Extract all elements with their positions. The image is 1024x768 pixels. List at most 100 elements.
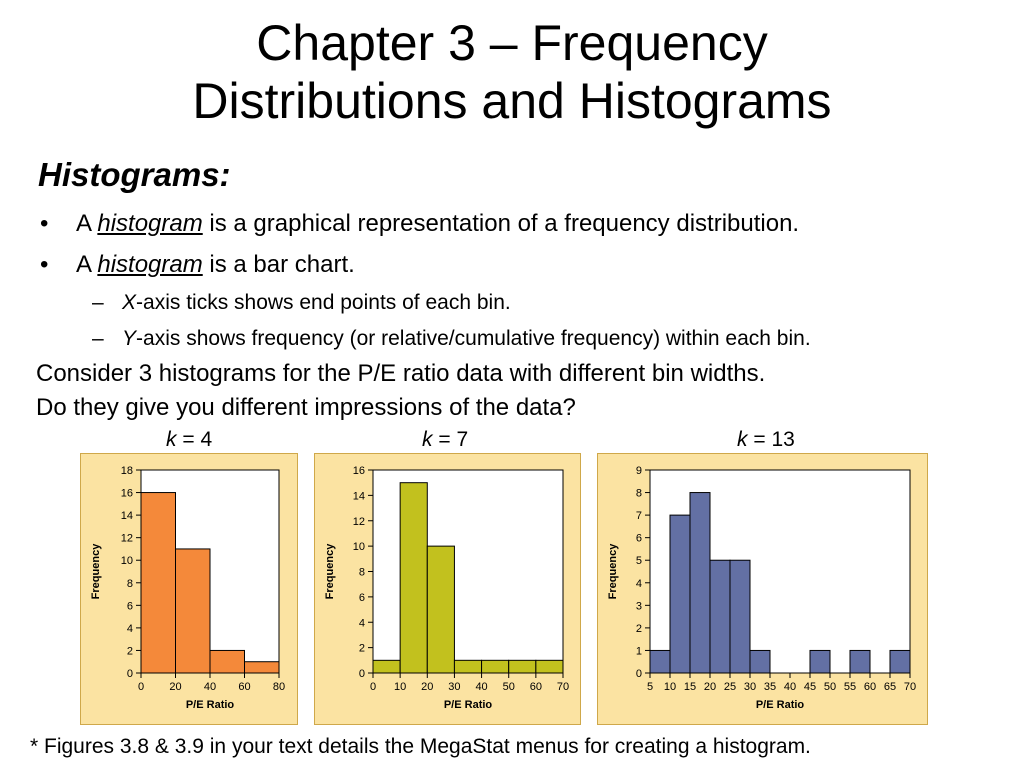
y-axis-label: Frequency: [324, 543, 336, 600]
x-tick-label: 35: [764, 681, 776, 693]
y-tick-label: 6: [127, 600, 133, 612]
title-line-2: Distributions and Histograms: [192, 73, 832, 129]
y-tick-label: 4: [636, 578, 642, 590]
subbullet-axis: Y: [122, 327, 137, 350]
histogram-bar: [709, 559, 731, 674]
footnote: * Figures 3.8 & 3.9 in your text details…: [30, 735, 811, 758]
histogram-bar: [372, 659, 401, 674]
x-tick-label: 10: [394, 681, 406, 693]
histogram-panel-k4: 0 2 4 6 8 10 12 14 16 18 0 20 40 60 80 P/E Ratio Frequen…: [80, 453, 298, 725]
y-tick-label: 10: [353, 541, 365, 553]
histogram-bar: [649, 649, 671, 674]
subbullet-text: -axis ticks shows end points of each bin…: [136, 291, 511, 314]
histogram-k7: 0 2 4 6 8 10 12 14 16 0 10 20 30 40 50 60 70 P/E Ratio Fre…: [324, 465, 569, 711]
bullet-term: histogram: [97, 210, 203, 237]
bullet-post: is a bar chart.: [202, 251, 355, 278]
chart-label-k13: k = 13: [737, 428, 795, 452]
y-tick-label: 8: [127, 578, 133, 590]
x-tick-label: 0: [370, 681, 376, 693]
y-tick-label: 16: [353, 465, 365, 477]
x-tick-label: 40: [475, 681, 487, 693]
y-tick-label: 0: [359, 668, 365, 680]
y-tick-label: 14: [121, 510, 133, 522]
histogram-bar: [669, 514, 691, 674]
x-tick-label: 65: [884, 681, 896, 693]
y-tick-label: 0: [636, 668, 642, 680]
title-line-1: Chapter 3 – Frequency: [256, 15, 768, 71]
y-tick-label: 2: [636, 623, 642, 635]
y-tick-label: 12: [121, 533, 133, 545]
x-tick-label: 40: [784, 681, 796, 693]
histogram-bar: [809, 649, 831, 674]
x-tick-label: 10: [664, 681, 676, 693]
y-tick-label: 10: [121, 555, 133, 567]
y-tick-label: 3: [636, 600, 642, 612]
chart-label-var: k: [422, 428, 433, 451]
y-tick-label: 1: [636, 645, 642, 657]
subbullet-axis: X: [122, 291, 137, 314]
chart-label-k7: k = 7: [422, 428, 468, 452]
y-tick-label: 8: [636, 488, 642, 500]
subbullet-text: -axis shows frequency (or relative/cumul…: [136, 327, 811, 350]
y-tick-label: 6: [359, 592, 365, 604]
x-tick-label: 60: [238, 681, 250, 693]
y-tick-label: 16: [121, 488, 133, 500]
bullet-2: • A histogram is a bar chart.: [40, 251, 355, 279]
x-axis-label: P/E Ratio: [186, 699, 235, 711]
chart-label-value: = 4: [182, 428, 213, 451]
y-tick-label: 12: [353, 516, 365, 528]
subbullet-marker: –: [92, 327, 104, 350]
y-tick-label: 7: [636, 510, 642, 522]
x-tick-label: 5: [647, 681, 653, 693]
histogram-bar: [849, 649, 871, 674]
chart-label-value: = 13: [753, 428, 795, 451]
x-tick-label: 20: [169, 681, 181, 693]
y-tick-label: 5: [636, 555, 642, 567]
chart-label-var: k: [166, 428, 177, 451]
bullet-pre: A: [76, 251, 98, 278]
y-axis-label: Frequency: [90, 543, 102, 600]
chart-label-k4: k = 4: [166, 428, 212, 452]
y-tick-label: 4: [127, 623, 133, 635]
x-axis-label: P/E Ratio: [444, 699, 493, 711]
slide-title: Chapter 3 – Frequency Distributions and …: [0, 14, 1024, 130]
paragraph-1: Consider 3 histograms for the P/E ratio …: [36, 360, 766, 387]
bullet-1: • A histogram is a graphical representati…: [40, 210, 799, 238]
x-tick-label: 0: [138, 681, 144, 693]
y-axis-label: Frequency: [607, 543, 619, 600]
x-tick-label: 40: [204, 681, 216, 693]
subbullet-2: – Y-axis shows frequency (or relative/cum…: [92, 327, 811, 351]
x-tick-label: 20: [704, 681, 716, 693]
y-tick-label: 18: [121, 465, 133, 477]
bullet-pre: A: [76, 210, 98, 237]
x-tick-label: 50: [824, 681, 836, 693]
bullet-marker: •: [40, 210, 49, 237]
y-tick-label: 14: [353, 490, 365, 502]
x-tick-label: 30: [744, 681, 756, 693]
x-tick-label: 50: [503, 681, 515, 693]
x-tick-label: 25: [724, 681, 736, 693]
y-tick-label: 6: [636, 533, 642, 545]
histogram-bar: [535, 659, 564, 674]
bullet-marker: •: [40, 251, 49, 278]
x-tick-label: 30: [448, 681, 460, 693]
bullet-term: histogram: [97, 251, 203, 278]
histogram-bar: [399, 482, 428, 674]
y-tick-label: 0: [127, 668, 133, 680]
histogram-k4: 0 2 4 6 8 10 12 14 16 18 0 20 40 60 80 P/E Ratio Frequen…: [90, 465, 285, 711]
subbullet-1: – X-axis ticks shows end points of each b…: [92, 291, 511, 315]
histogram-bar: [689, 492, 711, 674]
x-tick-label: 20: [421, 681, 433, 693]
x-tick-label: 60: [864, 681, 876, 693]
histogram-bar: [481, 659, 510, 674]
chart-label-var: k: [737, 428, 748, 451]
histogram-bar: [209, 649, 245, 674]
y-tick-label: 8: [359, 567, 365, 579]
x-tick-label: 70: [557, 681, 569, 693]
y-tick-label: 2: [359, 643, 365, 655]
paragraph-2: Do they give you different impressions o…: [36, 394, 576, 421]
histogram-bar: [889, 649, 911, 674]
x-tick-label: 70: [904, 681, 916, 693]
histogram-bar: [508, 659, 537, 674]
